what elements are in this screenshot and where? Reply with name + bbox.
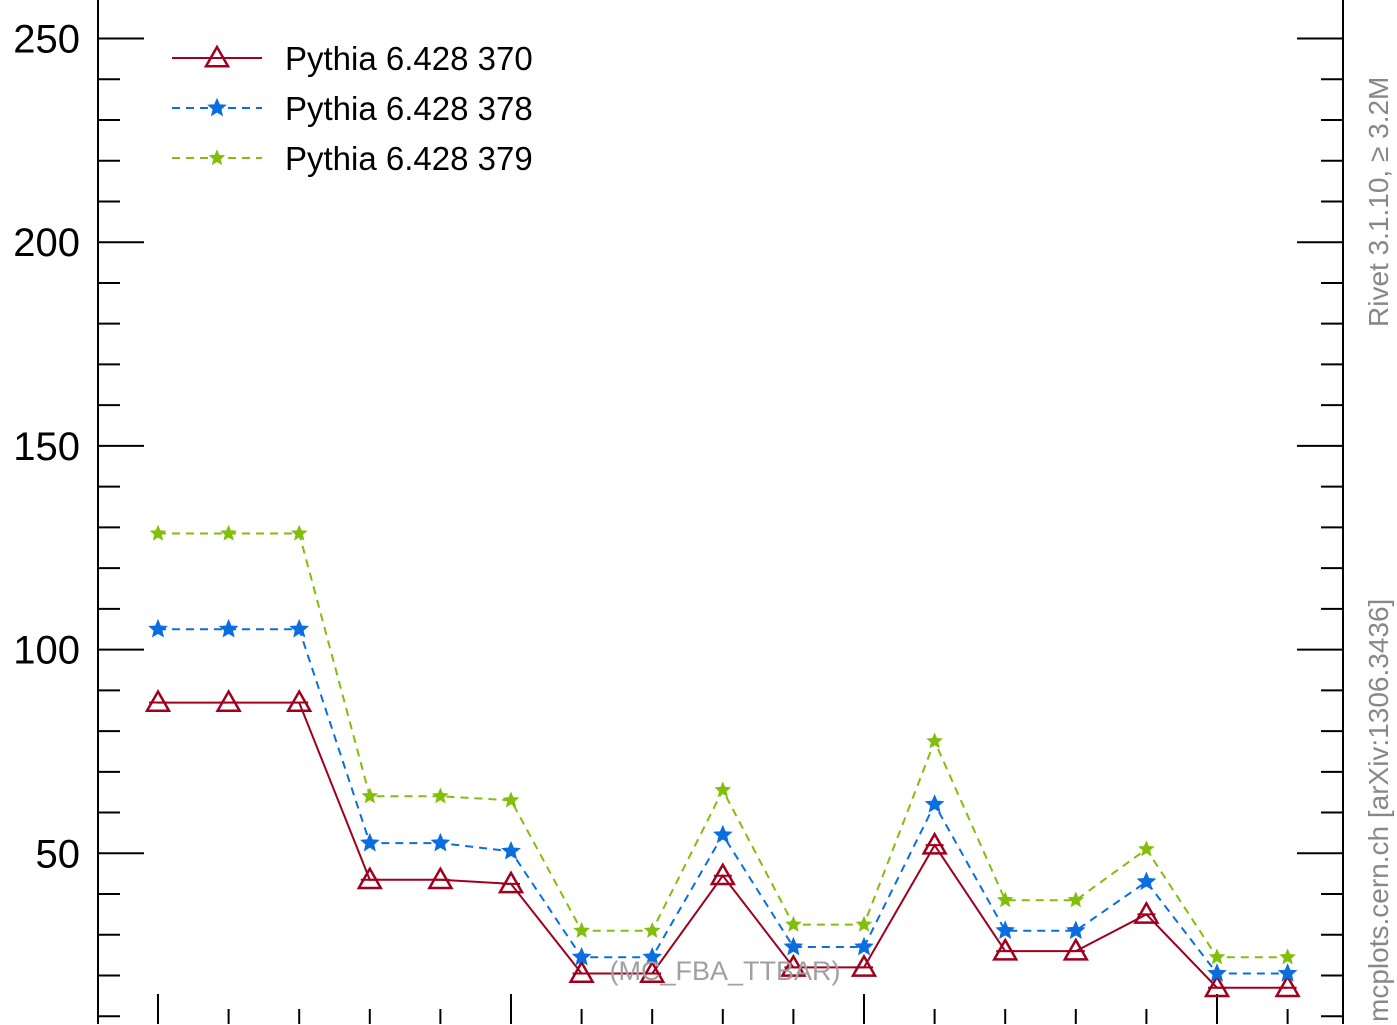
y-tick-label: 150: [13, 425, 80, 469]
data-point-marker: [1277, 963, 1298, 982]
analysis-watermark: (MC_FBA_TTBAR): [609, 956, 840, 986]
data-point-marker: [712, 824, 733, 844]
legend-label: Pythia 6.428 378: [285, 90, 533, 127]
y-tick-label: 100: [13, 629, 80, 673]
data-point-marker: [709, 862, 736, 886]
data-point-marker: [359, 832, 380, 852]
series-3: [149, 524, 1296, 965]
data-point-marker: [220, 524, 237, 541]
data-point-marker: [714, 781, 732, 798]
data-point-marker: [144, 689, 172, 713]
series-layer: [144, 524, 1301, 998]
data-point-marker: [1138, 840, 1155, 857]
data-point-marker: [855, 915, 873, 932]
data-point-marker: [502, 791, 520, 808]
data-point-marker: [289, 618, 310, 638]
data-point-marker: [639, 959, 666, 983]
y-axis: 50 100 150 200 250: [13, 18, 1343, 1018]
series-line: [158, 628, 1288, 975]
data-point-marker: [1207, 963, 1227, 982]
data-point-marker: [215, 689, 242, 713]
mcplots-source-label: mcplots.cern.ch [arXiv:1306.3436]: [1363, 599, 1394, 1022]
data-point-marker: [921, 831, 948, 855]
data-point-marker: [785, 915, 802, 932]
data-point-marker: [286, 689, 313, 713]
data-point-marker: [149, 524, 167, 541]
data-point-marker: [1133, 900, 1160, 924]
plot-frame: [97, 0, 1344, 1024]
series-2: [148, 618, 1298, 982]
legend-label: Pythia 6.428 370: [285, 40, 533, 77]
data-point-marker: [1208, 948, 1226, 965]
data-point-marker: [290, 524, 308, 541]
data-point-marker: [432, 787, 449, 804]
data-point-marker: [1136, 871, 1157, 891]
data-point-marker: [208, 149, 226, 166]
data-point-marker: [992, 937, 1019, 961]
y-tick-label: 200: [13, 221, 80, 265]
data-point-marker: [780, 953, 807, 977]
data-point-marker: [573, 921, 590, 938]
data-point-marker: [643, 921, 661, 938]
rivet-version-label: Rivet 3.1.10, ≥ 3.2M: [1363, 77, 1394, 327]
data-point-marker: [854, 936, 874, 956]
legend: Pythia 6.428 370 Pythia 6.428 378 Pythia 6…: [172, 40, 533, 177]
data-point-marker: [924, 794, 945, 813]
data-point-marker: [497, 870, 525, 894]
y-tick-label: 50: [36, 832, 81, 876]
data-point-marker: [1279, 948, 1296, 965]
x-axis: [157, 994, 1289, 1024]
data-point-marker: [642, 946, 663, 966]
data-point-marker: [571, 946, 592, 966]
data-point-marker: [430, 832, 451, 852]
series-line: [158, 532, 1288, 959]
data-point-marker: [1274, 974, 1301, 998]
data-point-marker: [996, 891, 1014, 908]
data-point-marker: [926, 732, 943, 749]
data-point-marker: [218, 618, 239, 638]
data-point-marker: [1203, 974, 1231, 998]
data-point-marker: [361, 787, 379, 804]
data-point-marker: [1067, 891, 1085, 908]
legend-label: Pythia 6.428 379: [285, 140, 533, 177]
series-1: [144, 689, 1301, 998]
data-point-marker: [207, 97, 227, 117]
data-point-marker: [427, 866, 454, 890]
data-point-marker: [148, 618, 168, 638]
data-point-marker: [1062, 937, 1089, 961]
data-point-marker: [850, 953, 878, 977]
data-point-marker: [783, 936, 804, 956]
data-point-marker: [1065, 920, 1086, 940]
data-point-marker: [995, 920, 1016, 940]
data-point-marker: [501, 841, 521, 860]
data-point-marker: [356, 866, 383, 890]
series-line: [158, 701, 1288, 989]
y-tick-label: 250: [13, 18, 80, 62]
data-point-marker: [568, 959, 595, 983]
data-point-marker: [203, 44, 231, 68]
